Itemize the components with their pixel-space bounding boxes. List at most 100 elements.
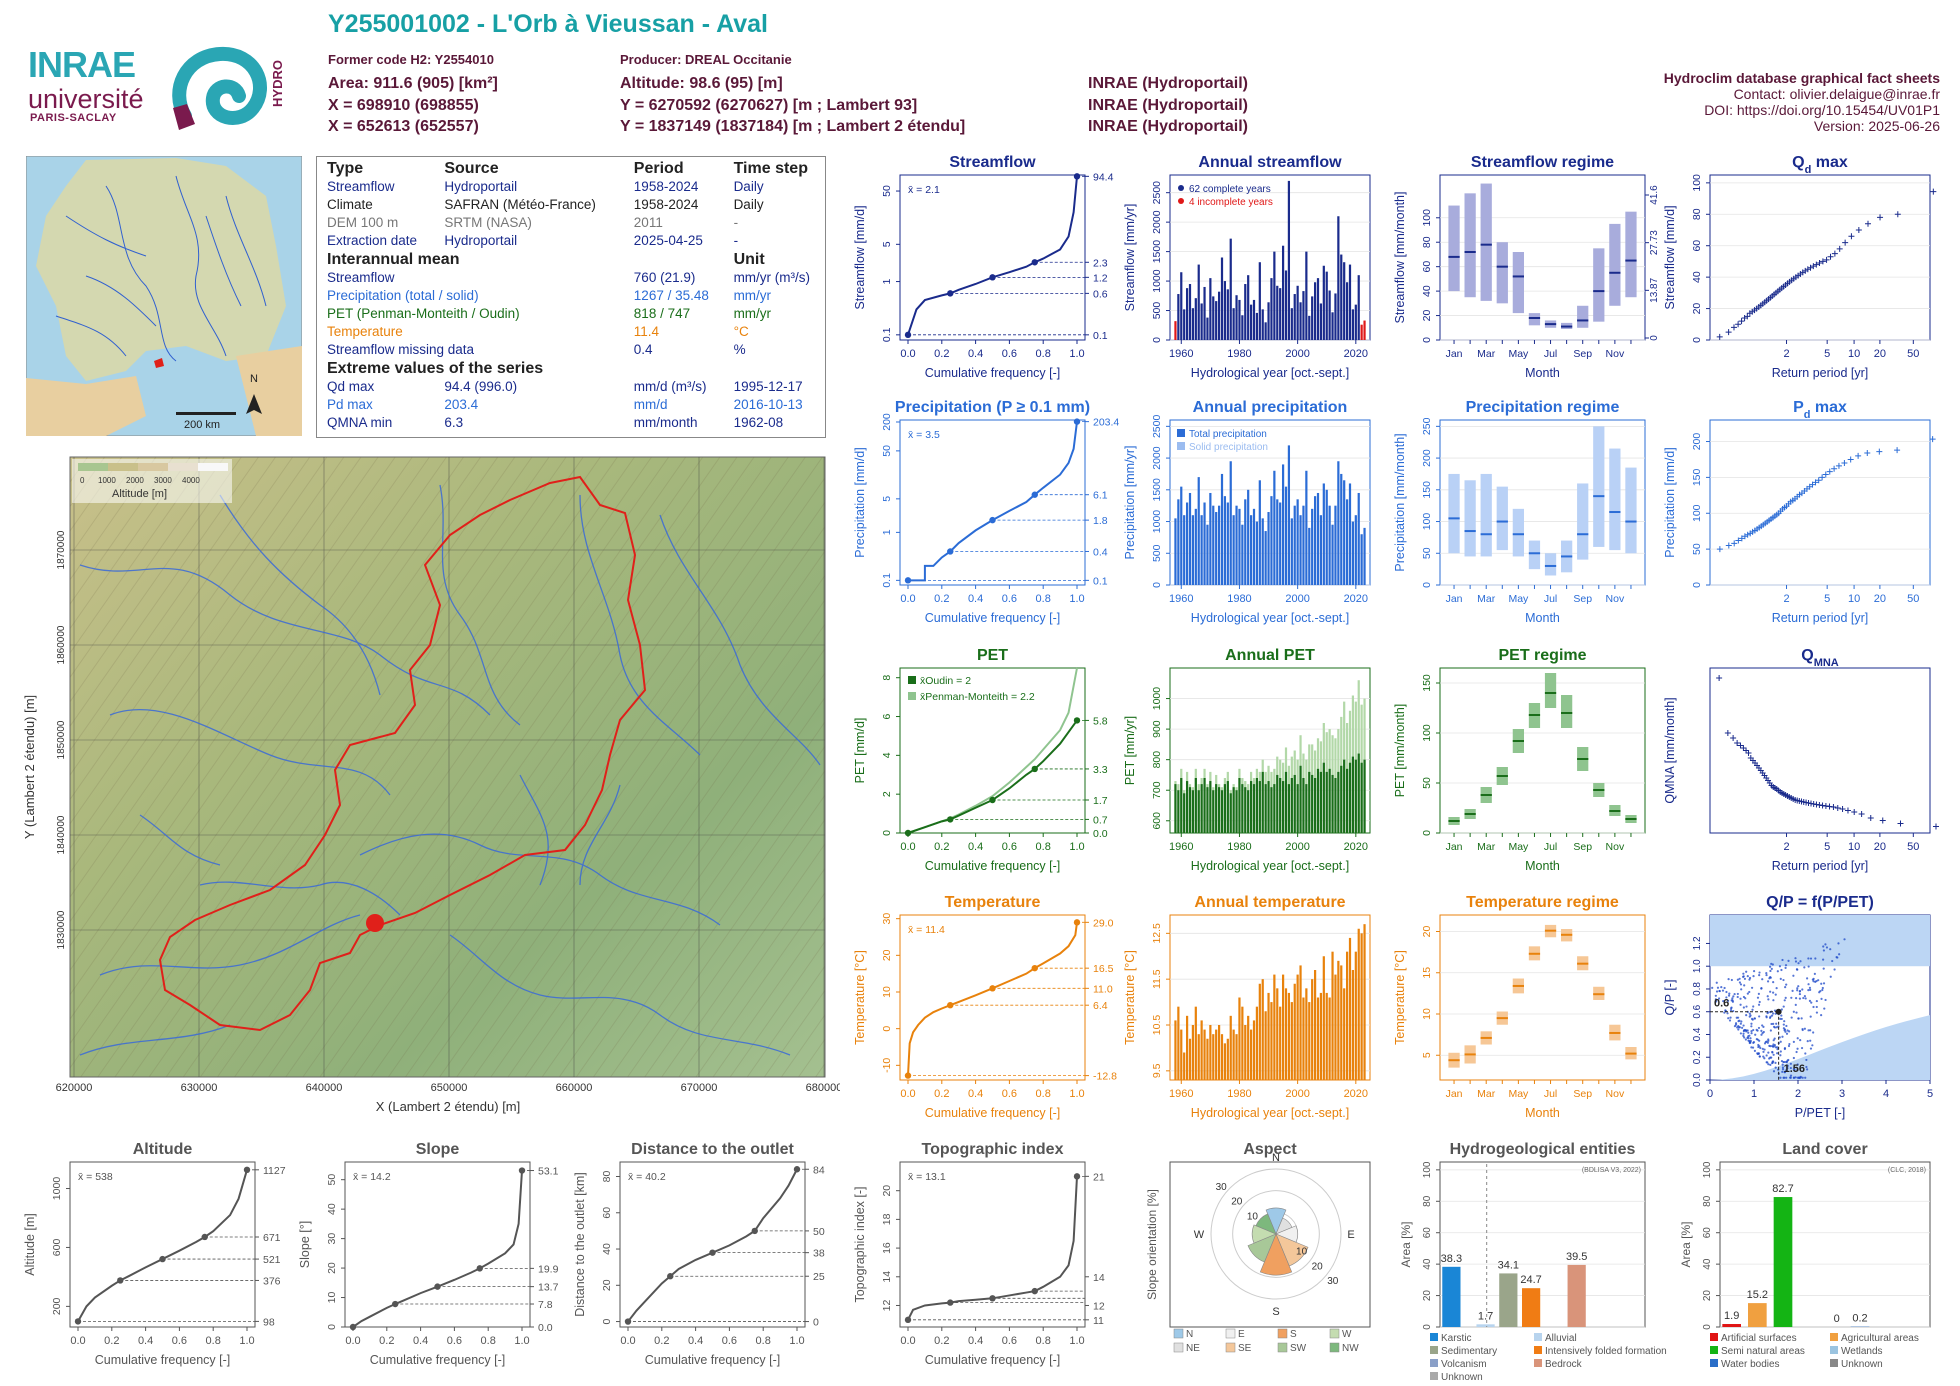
- legend-tick-3: 3000: [154, 476, 172, 485]
- qp_ppet-point: [1792, 1040, 1795, 1043]
- qp_ppet-point: [1798, 992, 1802, 996]
- qp_ppet-point: [1785, 1069, 1788, 1072]
- annual_precipitation-bar: [1232, 515, 1235, 585]
- slope-marker: [476, 1265, 483, 1272]
- annual_streamflow-bar: [1255, 312, 1259, 340]
- qp_ppet-point: [1757, 1026, 1761, 1030]
- map-y-ticks: 1870000 1860000 1850000 1840000 1830000: [56, 530, 67, 949]
- annual_temperature-bar: [1258, 983, 1261, 1080]
- qmna-x-tick-label: 50: [1907, 841, 1919, 853]
- precipitation-x-tick-label: 0.6: [1002, 593, 1017, 605]
- qmna-point: [1897, 820, 1904, 827]
- topographic-r-tick-label: 11: [1093, 1315, 1104, 1327]
- annual_streamflow-y-tick-label: 500: [1151, 302, 1163, 320]
- annual_precipitation-x-tick-label: 2000: [1285, 593, 1309, 605]
- qp_ppet-point: [1742, 1024, 1745, 1027]
- x-lambert2: X = 652613 (652557): [328, 118, 479, 135]
- qp_ppet-point: [1804, 1052, 1807, 1055]
- altitude-title: Altitude: [133, 1141, 193, 1158]
- map-y-tick-label: 1860000: [56, 625, 67, 664]
- qp_ppet-point: [1779, 1054, 1782, 1057]
- precipitation_regime-month-label: Jan: [1446, 593, 1463, 605]
- qp_ppet-point: [1741, 1026, 1744, 1029]
- mean-pet-label: PET (Penman-Monteith / Oudin): [327, 306, 520, 321]
- annual_pet-bar: [1255, 778, 1259, 833]
- missing-data-value: 0.4: [633, 342, 653, 357]
- annual_precipitation-bar: [1197, 477, 1200, 585]
- compass-S: S: [1272, 1306, 1279, 1318]
- annual_precipitation-bar: [1290, 518, 1293, 585]
- annual_precipitation-bar: [1319, 515, 1323, 585]
- precipitation_regime-y-tick-label: 250: [1421, 417, 1433, 435]
- qp_ppet-point: [1743, 977, 1747, 980]
- qmna-x-tick-label: 10: [1848, 841, 1860, 853]
- distance-y-tick-label: 60: [601, 1207, 613, 1219]
- altitude: Altitude: 98.6 (95) [m]: [620, 75, 783, 92]
- compass-N: N: [1272, 1152, 1280, 1164]
- streamflow_regime-box: [1512, 252, 1525, 314]
- annual_precipitation-x-tick-label: 1960: [1169, 593, 1193, 605]
- qp_ppet-y-tick-label: 1.0: [1692, 959, 1703, 973]
- annual_temperature-bar: [1316, 997, 1320, 1080]
- qp_ppet-point: [1738, 977, 1741, 980]
- map-y-tick-label: 1870000: [56, 530, 67, 569]
- topographic-x-tick-label: 0.0: [900, 1335, 915, 1347]
- temperature_regime-month-label: May: [1508, 1088, 1529, 1100]
- streamflow_regime-month-label: Sep: [1573, 348, 1592, 360]
- ext-pdmax-unit: mm/d: [633, 397, 668, 412]
- pet-title: PET: [977, 647, 1008, 664]
- topographic-xlabel: Cumulative frequency [-]: [925, 1353, 1060, 1367]
- qp_ppet-point: [1787, 959, 1790, 962]
- version: Version: 2025-06-26: [1813, 118, 1940, 134]
- inset-rivers: [55, 175, 267, 362]
- precipitation-x-tick-label: 0.2: [934, 593, 949, 605]
- streamflow-x-tick-label: 0.4: [968, 348, 983, 360]
- qp_ppet-point: [1822, 958, 1825, 961]
- annual_precipitation-bar: [1354, 515, 1357, 585]
- temperature-marker: [947, 1002, 954, 1009]
- qp_ppet-point: [1718, 989, 1721, 993]
- qd_max-point: [1827, 253, 1834, 260]
- page-title: Y255001002 - L'Orb à Vieussan - Aval: [328, 10, 768, 38]
- pet-r-tick-label: 0.7: [1093, 814, 1108, 826]
- annual_streamflow-bar: [1287, 180, 1291, 340]
- row-dem-step: -: [733, 215, 739, 230]
- qmna-point: [1830, 804, 1837, 810]
- annual_precipitation-bar: [1276, 499, 1279, 585]
- pd_max-y-tick-label: 200: [1691, 433, 1703, 451]
- map-y-tick-label: 1850000: [56, 720, 67, 759]
- slope-xlabel: Cumulative frequency [-]: [370, 1353, 505, 1367]
- pet_regime-y-tick-label: 100: [1421, 724, 1433, 742]
- map-x-tick-label: 620000: [56, 1082, 93, 1094]
- qp_ppet-point: [1765, 971, 1768, 975]
- qp_ppet-point: [1769, 1045, 1772, 1048]
- pd_max-point: [1716, 546, 1723, 553]
- altitude-x-tick-label: 0.0: [70, 1335, 85, 1347]
- qp_ppet-point: [1773, 1009, 1777, 1012]
- area: Area: 911.6 (905) [km²]: [328, 75, 498, 92]
- aspect-legend-label: NE: [1186, 1343, 1200, 1354]
- topographic-x-tick-label: 0.2: [934, 1335, 949, 1347]
- annual_pet-bar: [1220, 790, 1224, 833]
- precipitation-r-tick-label: 6.1: [1093, 490, 1108, 502]
- annual_temperature-bar: [1322, 956, 1325, 1080]
- annual_pet-bar: [1279, 778, 1282, 833]
- qp_ppet-point: [1760, 1033, 1763, 1036]
- altitude-y-tick-label: 200: [51, 1297, 63, 1315]
- qp_ppet-point: [1748, 1012, 1751, 1015]
- qmna-x-tick-label: 20: [1874, 841, 1886, 853]
- qp_ppet-point: [1752, 1040, 1756, 1044]
- qd_max-point: [1848, 233, 1855, 240]
- qp_ppet-point: [1743, 984, 1746, 987]
- annual_temperature-bar: [1223, 1043, 1227, 1080]
- pet-x-tick-label: 0.4: [968, 841, 983, 853]
- land_cover-bar: [1748, 1303, 1767, 1327]
- qp_ppet-point: [1838, 953, 1841, 956]
- qp_ppet-point: [1807, 965, 1810, 968]
- qp_ppet-point: [1809, 1047, 1813, 1050]
- hydrogeology-bar: [1442, 1266, 1461, 1327]
- annual_precipitation-bar: [1363, 527, 1366, 585]
- land_cover-ylabel: Area [%]: [1679, 1221, 1693, 1267]
- qp_ppet-point: [1727, 977, 1730, 981]
- streamflow_regime-month-label: Nov: [1606, 348, 1625, 360]
